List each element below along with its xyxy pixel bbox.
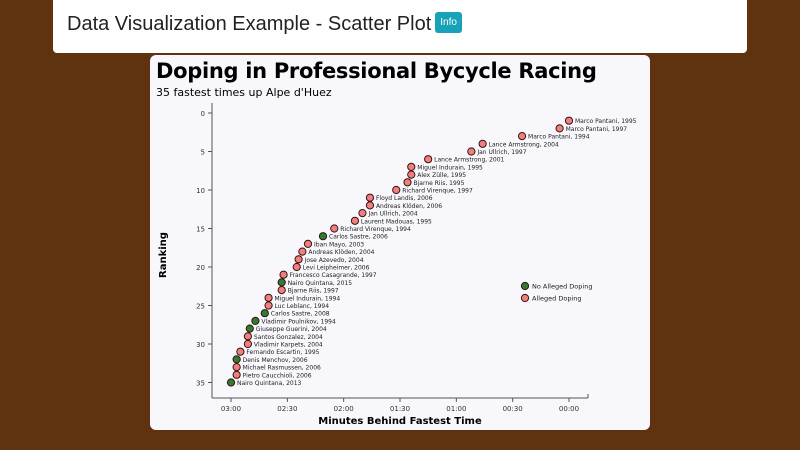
data-point-label: Marco Pantani, 1997 — [566, 126, 628, 133]
y-tick-label: 25 — [196, 303, 205, 311]
data-point-label: Vladimir Karpets, 2004 — [254, 342, 323, 349]
data-point-label: Bjarne Riis, 1997 — [288, 288, 339, 295]
data-point-label: Jan Ullrich, 1997 — [476, 149, 526, 156]
x-tick-label: 02:30 — [277, 405, 297, 413]
data-point[interactable] — [407, 170, 416, 179]
data-point-label: Marco Pantani, 1994 — [528, 134, 590, 141]
data-point-label: Francesco Casagrande, 1997 — [290, 272, 377, 279]
data-point-label: Andreas Klöden, 2004 — [308, 249, 374, 256]
data-point[interactable] — [365, 193, 375, 202]
data-point-label: Jan Ullrich, 2004 — [367, 211, 417, 218]
data-point-label: Bjarne Riis, 1995 — [414, 180, 465, 187]
data-point-label: Lance Armstrong, 2001 — [434, 157, 504, 164]
data-point-label: Miguel Indurain, 1994 — [275, 295, 341, 302]
data-point-label: Carlos Sastre, 2008 — [271, 311, 330, 318]
data-point-label: Luc Leblanc, 1994 — [275, 303, 330, 310]
page-title: Data Visualization Example - Scatter Plo… — [67, 12, 462, 36]
data-point-label: Nairo Quintana, 2015 — [288, 280, 353, 287]
y-tick-label: 35 — [196, 380, 205, 388]
data-point[interactable] — [236, 347, 245, 356]
y-tick-label: 0 — [201, 110, 205, 118]
y-tick-label: 5 — [201, 149, 205, 157]
data-point-label: Laurent Madouas, 1995 — [361, 218, 432, 225]
chart-subtitle: 35 fastest times up Alpe d'Huez — [156, 86, 332, 99]
y-axis-label: Ranking — [158, 232, 169, 278]
data-point[interactable] — [424, 155, 433, 164]
data-point[interactable] — [251, 316, 260, 325]
data-point-label: Denis Menchov, 2006 — [243, 357, 308, 364]
data-point-label: Carlos Sastre, 2006 — [329, 234, 388, 241]
data-point[interactable] — [318, 232, 328, 241]
data-point-label: Richard Virenque, 1994 — [340, 226, 411, 233]
data-point[interactable] — [243, 332, 253, 341]
x-tick-label: 00:00 — [559, 405, 579, 413]
data-point[interactable] — [298, 247, 307, 256]
data-point[interactable] — [279, 270, 288, 279]
data-point-label: Marco Pantani, 1995 — [575, 118, 637, 125]
data-point-label: Fernando Escartin, 1995 — [246, 349, 319, 356]
x-tick-label: 01:00 — [446, 405, 466, 413]
legend-label: Alleged Doping — [532, 295, 582, 303]
chart-title: Doping in Professional Bycycle Racing — [156, 59, 597, 83]
data-point[interactable] — [365, 201, 375, 210]
data-point-label: Alex Zülle, 1995 — [417, 172, 466, 179]
data-point-label: Jose Azevedo, 2004 — [304, 257, 364, 264]
data-point[interactable] — [467, 147, 476, 156]
data-point[interactable] — [292, 262, 301, 272]
data-point[interactable] — [277, 278, 286, 287]
data-point-label: Iban Mayo, 2003 — [314, 241, 364, 248]
legend-swatch — [520, 293, 530, 303]
data-point[interactable] — [407, 162, 416, 172]
data-point[interactable] — [517, 132, 527, 141]
data-point[interactable] — [303, 239, 313, 248]
data-point[interactable] — [330, 224, 339, 233]
y-tick-label: 15 — [196, 226, 205, 234]
data-point[interactable] — [260, 309, 269, 318]
y-tick-label: 30 — [196, 341, 205, 349]
x-tick-label: 01:30 — [390, 405, 410, 413]
data-point[interactable] — [232, 370, 241, 379]
data-point-label: Miguel Indurain, 1995 — [417, 164, 483, 171]
legend-label: No Alleged Doping — [532, 283, 592, 291]
data-point[interactable] — [350, 216, 360, 225]
data-point[interactable] — [245, 324, 254, 333]
data-point[interactable] — [294, 255, 303, 264]
y-tick-label: 20 — [196, 264, 205, 272]
data-point-label: Vladimir Poulnikov, 1994 — [261, 318, 336, 325]
data-point[interactable] — [403, 178, 412, 187]
data-point-label: Santos Gonzalez, 2004 — [254, 334, 323, 341]
data-point[interactable] — [226, 378, 236, 387]
page-header: Data Visualization Example - Scatter Plo… — [53, 0, 747, 53]
data-point-label: Michael Rasmussen, 2006 — [243, 365, 321, 372]
data-point[interactable] — [555, 124, 564, 133]
scatter-plot: 0 5 10 15 20 25 30 35 03:00 02:30 02:00 01:30 01:00 0… — [158, 103, 637, 427]
data-point-label: Andreas Klöden, 2006 — [376, 203, 442, 210]
x-tick-label: 02:00 — [334, 405, 354, 413]
data-point-label: Giuseppe Guerini, 2004 — [256, 326, 327, 333]
data-point[interactable] — [277, 286, 286, 295]
legend-swatch — [520, 281, 530, 291]
chart-card: Doping in Professional Bycycle Racing 35… — [150, 55, 650, 430]
data-point[interactable] — [564, 116, 574, 125]
data-point[interactable] — [232, 355, 241, 364]
data-point-label: Pietro Caucchioli, 2006 — [243, 372, 312, 379]
x-tick-label: 00:30 — [503, 405, 523, 413]
x-axis-label: Minutes Behind Fastest Time — [318, 416, 482, 427]
data-point-label: Levi Leipheimer, 2006 — [303, 265, 370, 272]
data-point[interactable] — [264, 293, 273, 302]
data-point-label: Floyd Landis, 2006 — [376, 195, 433, 202]
data-point-label: Nairo Quintana, 2013 — [237, 380, 302, 387]
data-point[interactable] — [243, 339, 253, 349]
data-point[interactable] — [478, 139, 487, 148]
data-point[interactable] — [264, 301, 273, 310]
data-point[interactable] — [358, 209, 367, 218]
data-point[interactable] — [392, 185, 401, 195]
info-button[interactable]: Info — [435, 12, 462, 34]
data-point-label: Lance Armstrong, 2004 — [489, 141, 559, 148]
y-tick-label: 10 — [196, 187, 205, 195]
x-tick-label: 03:00 — [221, 405, 241, 413]
data-point[interactable] — [232, 363, 241, 372]
data-point-label: Richard Virenque, 1997 — [402, 188, 473, 195]
